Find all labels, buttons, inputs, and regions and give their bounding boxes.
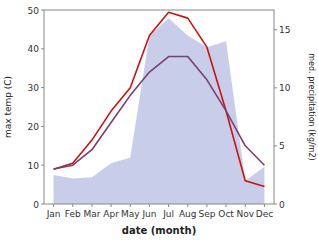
y2-tick-label: 15 bbox=[279, 25, 290, 35]
x-tick bbox=[149, 204, 150, 207]
plot-area bbox=[54, 12, 265, 204]
x-tick-label: Nov bbox=[236, 209, 254, 219]
x-tick-label: Feb bbox=[65, 209, 81, 219]
line bbox=[54, 12, 265, 186]
y-tick bbox=[41, 87, 44, 88]
x-axis-label: date (month) bbox=[122, 225, 196, 236]
y2-tick bbox=[274, 145, 277, 146]
x-tick-label: May bbox=[121, 209, 140, 219]
x-tick bbox=[206, 204, 207, 207]
y-tick-label: 20 bbox=[28, 122, 40, 132]
y2-tick bbox=[274, 29, 277, 30]
x-tick bbox=[226, 204, 227, 207]
y-tick bbox=[41, 204, 44, 205]
y2-axis-label: med. precipitation (kg/m2) bbox=[307, 53, 316, 160]
y-tick-label: 50 bbox=[28, 6, 40, 16]
line bbox=[54, 57, 265, 170]
y-tick bbox=[41, 48, 44, 49]
y2-tick bbox=[274, 204, 277, 205]
x-tick bbox=[264, 204, 265, 207]
y-tick bbox=[41, 126, 44, 127]
y-tick-label: 30 bbox=[28, 83, 40, 93]
y-tick bbox=[41, 165, 44, 166]
x-tick bbox=[187, 204, 188, 207]
x-tick-label: Sep bbox=[198, 209, 215, 219]
x-tick-label: Jan bbox=[46, 209, 61, 219]
x-tick bbox=[53, 204, 54, 207]
x-tick-label: Dec bbox=[256, 209, 273, 219]
x-tick-label: Apr bbox=[103, 209, 119, 219]
y-tick-label: 40 bbox=[28, 44, 40, 54]
chart: Jan FebMarAprMayJun Jul AugSepOctNovDec 0 10 2… bbox=[0, 0, 318, 242]
y-tick-label: 0 bbox=[33, 200, 39, 210]
x-tick-label: Aug bbox=[179, 209, 197, 219]
x-tick-label: Jun bbox=[141, 209, 156, 219]
x-tick-label: Mar bbox=[83, 209, 100, 219]
x-tick-label: Oct bbox=[218, 209, 234, 219]
y2-tick bbox=[274, 87, 277, 88]
x-tick bbox=[168, 204, 169, 207]
y2-tick-label: 0 bbox=[279, 200, 285, 210]
y2-tick-label: 10 bbox=[279, 83, 291, 93]
y-tick-label: 10 bbox=[28, 161, 40, 171]
x-tick bbox=[130, 204, 131, 207]
y-axis-label: max temp (C) bbox=[3, 76, 13, 138]
x-tick-label: Jul bbox=[162, 209, 174, 219]
y2-tick-label: 5 bbox=[279, 141, 285, 151]
x-tick bbox=[91, 204, 92, 207]
x-tick bbox=[111, 204, 112, 207]
y-tick bbox=[41, 10, 44, 11]
plot-frame bbox=[44, 10, 274, 204]
area bbox=[54, 18, 265, 204]
x-tick bbox=[72, 204, 73, 207]
x-tick bbox=[245, 204, 246, 207]
